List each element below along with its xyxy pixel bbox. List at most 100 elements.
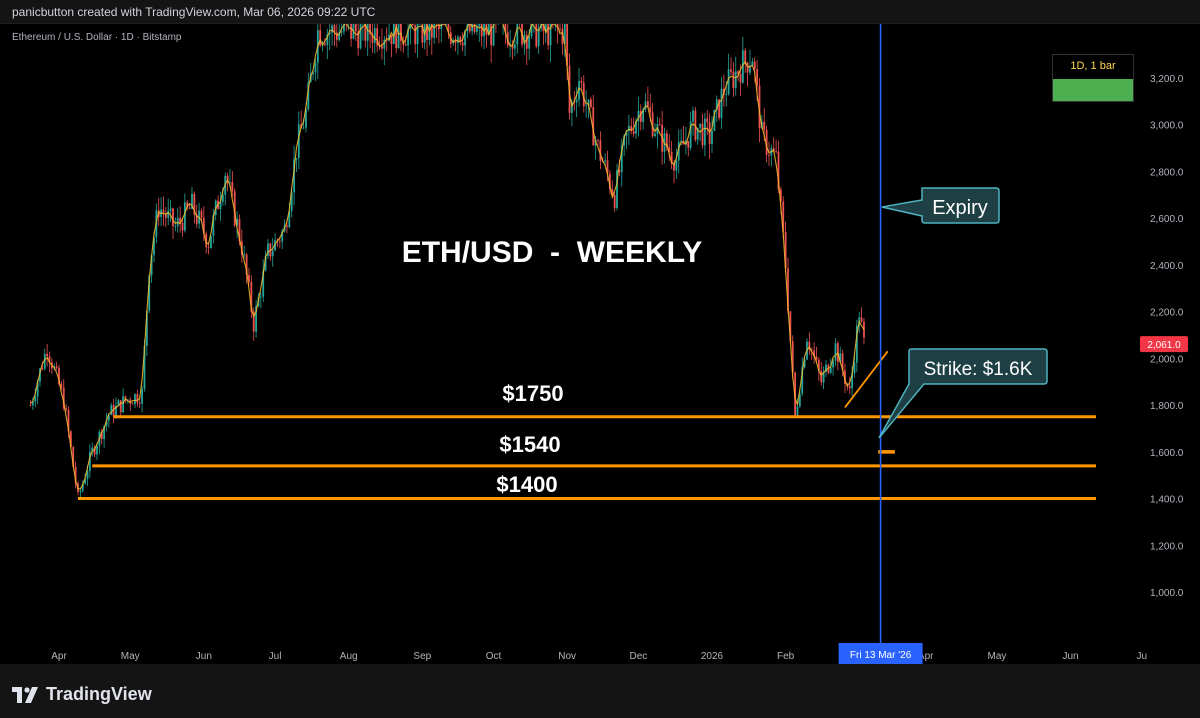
candle-body (367, 24, 369, 41)
footer-bar: TradingView (0, 664, 1200, 718)
candle-body (170, 208, 172, 210)
candle-body (725, 94, 727, 95)
candle-body (462, 43, 464, 46)
annotations[interactable]: Expiry Strike: $1.6K 2,061.0 (845, 24, 1188, 643)
price-tick-label: 2,400.0 (1150, 261, 1184, 272)
timeframe-badge[interactable]: 1D, 1 bar (1052, 54, 1134, 102)
price-tick-label: 1,600.0 (1150, 448, 1184, 459)
candle-body (141, 389, 143, 404)
candle-body (861, 317, 863, 321)
candle-body (433, 24, 435, 38)
time-tick-label: May (121, 651, 140, 662)
candle-body (182, 223, 184, 230)
price-tick-label: 3,200.0 (1150, 74, 1184, 85)
candle-body (599, 140, 601, 161)
price-tick-label: 1,400.0 (1150, 495, 1184, 506)
price-tick-label: 1,800.0 (1150, 401, 1184, 412)
strike-callout-label: Strike: $1.6K (924, 359, 1033, 380)
candle-body (754, 62, 756, 70)
candle-body (538, 29, 540, 47)
candle-body (324, 44, 326, 45)
support-level-label: $1540 (499, 432, 560, 457)
price-tick-label: 2,200.0 (1150, 308, 1184, 319)
candle-body (56, 366, 58, 368)
price-tick-label: 1,000.0 (1150, 588, 1184, 599)
time-tick-label: Ju (1137, 651, 1148, 662)
price-chart[interactable]: 3,200.0 3,000.0 2,800.0 2,600.0 2,400.0 2,200… (0, 24, 1200, 664)
last-price-label: 2,061.0 (1147, 340, 1181, 351)
candle-body (41, 369, 43, 370)
candle-body (659, 124, 661, 125)
candle-body (514, 45, 516, 49)
time-tick-label: Jun (196, 651, 212, 662)
candle-body (319, 30, 321, 45)
candle-body (374, 28, 376, 43)
expiry-callout-label: Expiry (932, 197, 988, 219)
candle-body (711, 131, 713, 144)
chart-attribution: panicbutton created with TradingView.com… (0, 0, 1200, 24)
timeframe-label: 1D, 1 bar (1053, 55, 1133, 77)
tradingview-logo-icon (12, 687, 38, 703)
tradingview-logo[interactable]: TradingView (12, 684, 152, 705)
candle-body (528, 36, 530, 48)
candle-body (184, 202, 186, 230)
candle-body (243, 254, 245, 255)
candle-body (604, 160, 606, 161)
candle-body (134, 394, 136, 404)
price-tick-label: 2,800.0 (1150, 167, 1184, 178)
candle-body (768, 155, 770, 156)
chart-area[interactable]: 3,200.0 3,000.0 2,800.0 2,600.0 2,400.0 2,200… (0, 24, 1200, 664)
time-tick-label: 2026 (701, 651, 724, 662)
candle-body (526, 35, 528, 49)
candle-body (481, 24, 483, 36)
price-tick-label: 2,000.0 (1150, 354, 1184, 365)
support-level-label: $1750 (502, 381, 563, 406)
time-axis[interactable]: Apr May Jun Jul Aug Sep Oct Nov Dec 2026 Feb Apr May… (51, 643, 1147, 664)
time-tick-label: Dec (629, 651, 647, 662)
candle-body (174, 226, 176, 227)
candle-body (457, 37, 459, 43)
candle-body (391, 35, 393, 44)
price-tick-label: 2,600.0 (1150, 214, 1184, 225)
candle-body (412, 24, 414, 25)
candle-body (649, 107, 651, 113)
candle-body (260, 297, 262, 298)
candle-body (535, 24, 537, 46)
support-levels[interactable]: $1750 $1540 $1400 (78, 381, 1096, 499)
candle-body (208, 247, 210, 248)
candle-body (763, 122, 765, 130)
candle-body (110, 405, 112, 415)
candle-body (30, 405, 32, 406)
price-tick-label: 1,200.0 (1150, 541, 1184, 552)
candle-body (704, 118, 706, 145)
time-tick-label: Oct (486, 651, 502, 662)
candle-body (732, 72, 734, 88)
price-tick-label: 3,000.0 (1150, 121, 1184, 132)
candle-body (721, 89, 723, 118)
candle-body (79, 491, 81, 492)
time-tick-label: Jun (1062, 651, 1078, 662)
candle-body (355, 24, 357, 31)
candle-body (820, 371, 822, 382)
candle-body (172, 208, 174, 226)
timeframe-bar-indicator (1053, 79, 1133, 101)
candle-body (201, 211, 203, 218)
candle-body (132, 403, 134, 404)
candle-body (547, 24, 549, 45)
candle-body (46, 354, 48, 356)
candle-body (849, 386, 851, 388)
candle-body (398, 24, 400, 48)
candle-body (559, 28, 561, 29)
candle-body (303, 128, 305, 129)
candle-body (730, 69, 732, 71)
candle-body (835, 343, 837, 360)
time-tick-label: Feb (777, 651, 795, 662)
candle-body (633, 131, 635, 134)
candle-body (747, 63, 749, 73)
candle-body (279, 241, 281, 242)
candle-body (516, 24, 518, 45)
candle-body (231, 182, 233, 191)
support-level-label: $1400 (496, 472, 557, 497)
candle-body (576, 100, 578, 102)
candle-body (756, 69, 758, 85)
